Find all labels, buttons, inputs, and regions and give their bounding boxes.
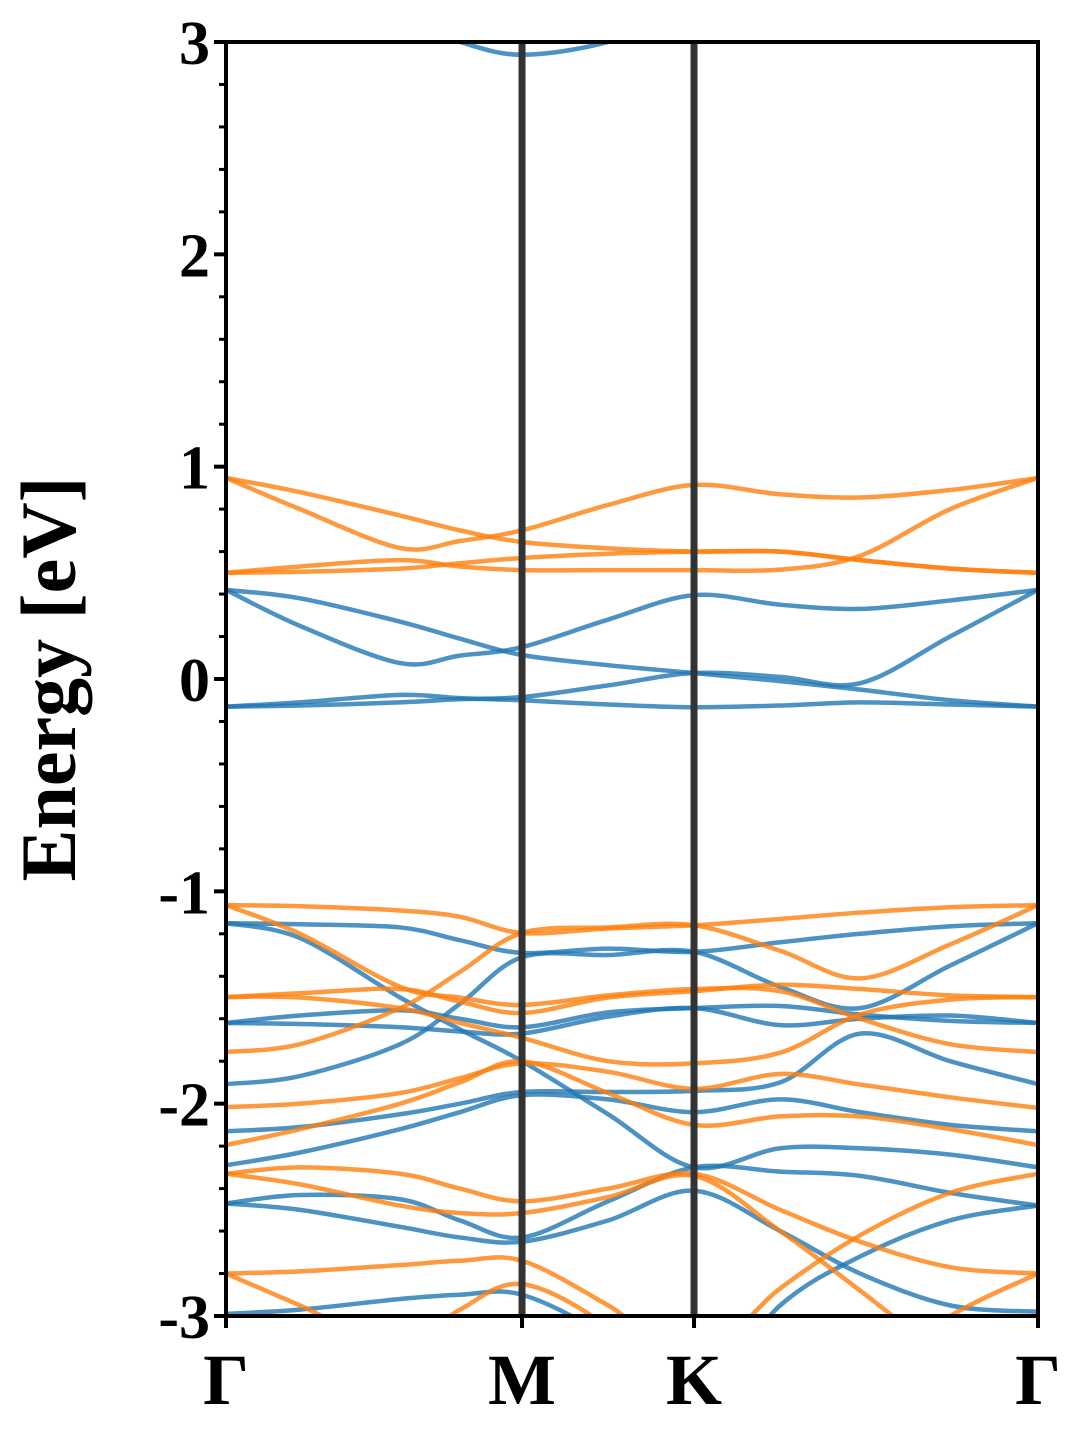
band-orange-12 bbox=[226, 1171, 897, 1316]
band-blue-10 bbox=[226, 1031, 1038, 1134]
band-orange-2 bbox=[226, 475, 1038, 576]
band-orange-6 bbox=[226, 903, 1038, 1055]
band-orange-11 bbox=[226, 1165, 1038, 1276]
band-blue-12 bbox=[226, 1163, 1038, 1241]
band-orange-9 bbox=[226, 1060, 1038, 1111]
band-blue-13 bbox=[226, 1188, 1038, 1314]
x-tick-label-Γ: Γ bbox=[203, 1340, 249, 1420]
band-orange-8 bbox=[226, 994, 1038, 1067]
y-tick-label: 1 bbox=[179, 435, 210, 503]
bands-layer bbox=[226, 42, 1038, 1316]
y-tick-label: -2 bbox=[158, 1072, 210, 1140]
x-tick-label-M: M bbox=[488, 1340, 556, 1420]
band-orange-10 bbox=[226, 1058, 1038, 1148]
band-blue-14 bbox=[226, 1203, 1038, 1316]
band-blue-5 bbox=[226, 920, 1038, 956]
band-blue-0 bbox=[451, 42, 617, 57]
band-orange-3 bbox=[226, 548, 1038, 576]
band-blue-8 bbox=[226, 1005, 1038, 1037]
band-blue-11 bbox=[226, 1092, 1038, 1168]
band-orange-0 bbox=[226, 475, 1038, 552]
band-blue-9 bbox=[226, 921, 1038, 1087]
band-blue-2 bbox=[226, 587, 1038, 709]
x-tick-label-Γ: Γ bbox=[1015, 1340, 1061, 1420]
x-tick-label-K: K bbox=[666, 1340, 722, 1420]
band-blue-1 bbox=[226, 587, 1038, 667]
band-blue-3 bbox=[226, 692, 1038, 710]
y-tick-label: 2 bbox=[179, 222, 210, 290]
band-blue-4 bbox=[226, 587, 1038, 709]
band-orange-13 bbox=[226, 1171, 1038, 1316]
y-axis-title: Energy [eV] bbox=[5, 476, 92, 881]
y-tick-label: 0 bbox=[179, 647, 210, 715]
band-orange-7 bbox=[226, 982, 1038, 1016]
y-tick-label: 3 bbox=[179, 10, 210, 78]
symmetry-lines bbox=[518, 42, 698, 1316]
y-tick-label: -1 bbox=[158, 859, 210, 927]
y-axis: 3 2 1 0 -1 -2 -3 bbox=[158, 10, 226, 1352]
band-blue-6 bbox=[226, 920, 1038, 1171]
y-tick-label: -3 bbox=[158, 1284, 210, 1352]
